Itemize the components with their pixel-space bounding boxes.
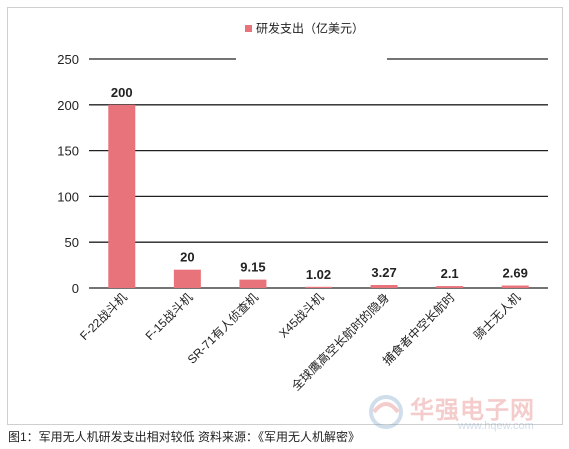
x-tick-label: 骑士无人机 xyxy=(471,290,523,342)
y-tick-label: 0 xyxy=(72,281,79,296)
y-axis-ticks: 0 50 100 150 200 250 xyxy=(57,52,79,296)
y-tick-label: 100 xyxy=(57,189,79,204)
legend-swatch xyxy=(245,25,252,32)
data-label: 3.27 xyxy=(371,265,396,280)
x-tick-label: 捕食者中空长航时 xyxy=(379,290,457,368)
data-label: 9.15 xyxy=(240,260,265,275)
bar xyxy=(239,279,267,288)
bar xyxy=(501,285,529,288)
figure-caption: 图1：军用无人机研发支出相对较低 资料来源：《军用无人机解密》 xyxy=(8,430,361,444)
watermark-logo-icon xyxy=(369,395,403,429)
data-label: 2.1 xyxy=(441,266,459,281)
bar xyxy=(370,285,398,288)
x-tick-label: F-22战斗机 xyxy=(77,290,130,343)
bars xyxy=(108,104,529,288)
bar xyxy=(108,104,136,288)
watermark: 华强电子网 www.hqew.com xyxy=(366,388,566,438)
x-tick-label: X45战斗机 xyxy=(276,290,326,340)
gridlines xyxy=(89,58,548,289)
bar xyxy=(305,286,332,288)
y-tick-label: 250 xyxy=(57,52,79,67)
y-tick-label: 200 xyxy=(57,98,79,113)
data-label: 200 xyxy=(111,85,133,100)
bar xyxy=(436,286,464,288)
y-tick-label: 150 xyxy=(57,144,79,159)
bar-chart: 研发支出（亿美元） 0 50 100 150 200 250 200 20 9.15 1.02 3… xyxy=(57,21,548,394)
legend-label: 研发支出（亿美元） xyxy=(256,21,364,36)
x-tick-label: F-15战斗机 xyxy=(143,290,196,343)
y-tick-label: 50 xyxy=(65,235,79,250)
bar xyxy=(173,269,201,288)
legend: 研发支出（亿美元） xyxy=(245,21,364,36)
data-label: 1.02 xyxy=(306,267,331,282)
chart-frame xyxy=(7,7,563,425)
x-tick-label: SR-71有人侦查机 xyxy=(185,290,261,366)
watermark-url: www.hqew.com xyxy=(458,420,534,432)
data-label: 2.69 xyxy=(503,266,528,281)
data-label: 20 xyxy=(180,250,194,265)
watermark-title: 华强电子网 xyxy=(410,397,535,424)
data-labels: 200 20 9.15 1.02 3.27 2.1 2.69 xyxy=(111,85,528,282)
